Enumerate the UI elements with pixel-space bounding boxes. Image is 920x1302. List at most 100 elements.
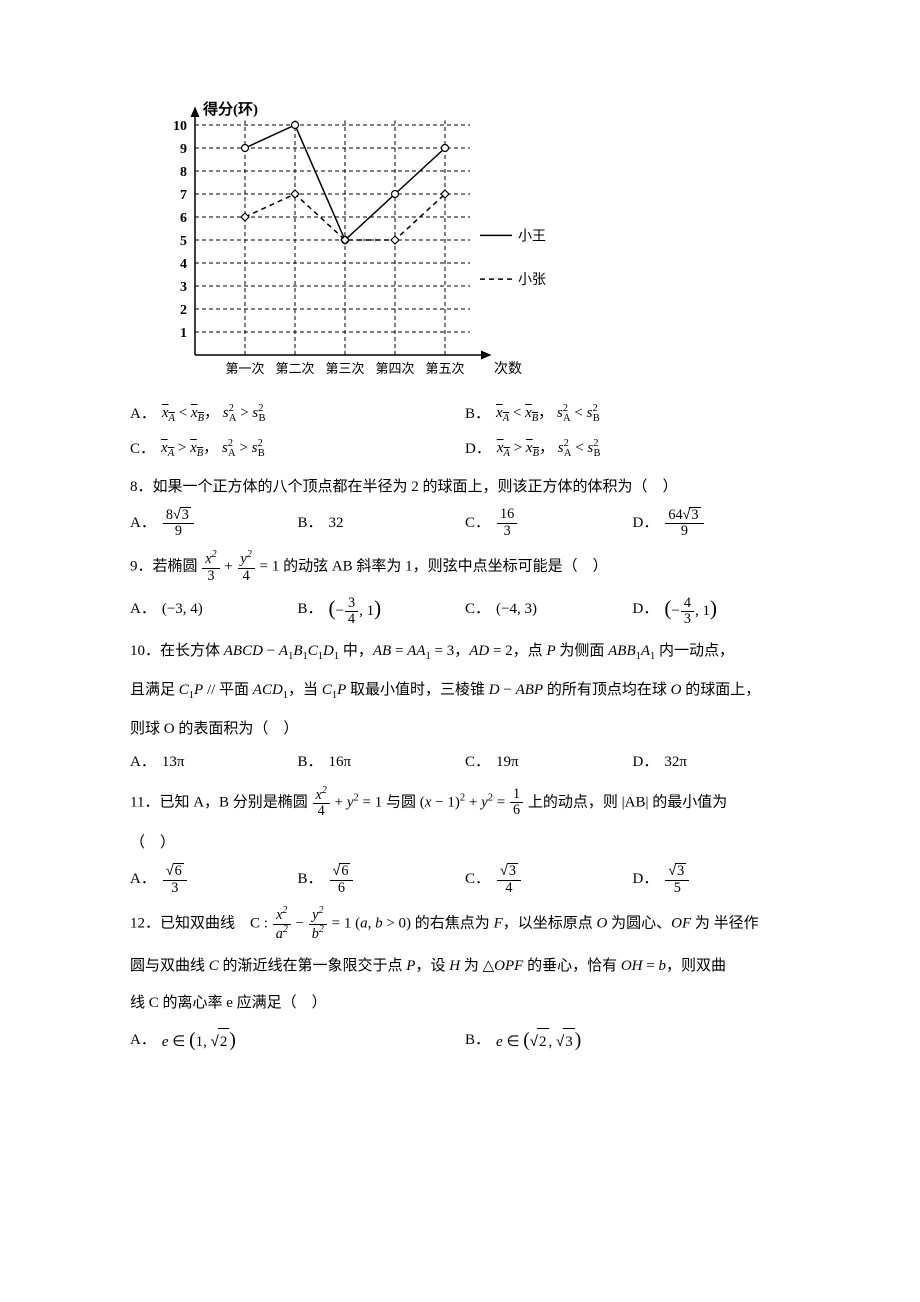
opt-label: B．: [298, 510, 323, 537]
q8-options: A． 8√39 B． 32 C． 163 D． 64√39: [130, 507, 800, 540]
opt-label: A．: [130, 866, 156, 893]
q10-opt-B: B．16π: [298, 749, 466, 776]
svg-text:第一次: 第一次: [225, 361, 264, 376]
q12-options: A． e ∈ (1, √2) B． e ∈ (√2, √3): [130, 1023, 800, 1058]
q9-ellipse-x: x23: [202, 550, 219, 584]
opt-label: D．: [465, 436, 491, 463]
opt-label: A．: [130, 749, 156, 776]
q9-C-val: (−4, 3): [496, 596, 537, 623]
svg-text:2: 2: [180, 303, 187, 318]
q9-A-val: (−3, 4): [162, 596, 203, 623]
q11-opt-D: D． √35: [633, 863, 801, 896]
q7-B-math: xA < xB， s2A < s2B: [496, 400, 600, 429]
q7-row2: C． xA > xB， s2A > s2B D． xA > xB， s2A < …: [130, 435, 800, 464]
svg-text:3: 3: [180, 280, 187, 295]
q9-suffix: 的动弦 AB 斜率为 1，则弦中点坐标可能是（ ）: [283, 559, 608, 575]
svg-text:7: 7: [180, 188, 187, 203]
q10-C: 19π: [496, 749, 519, 776]
q11-ellipse: x24: [313, 786, 330, 820]
q9-opt-A: A． (−3, 4): [130, 590, 298, 628]
svg-text:小王: 小王: [518, 228, 546, 244]
q7-C-math: xA > xB， s2A > s2B: [161, 435, 265, 464]
q12-hx: x2a2: [273, 906, 291, 942]
q12-opt-A: A． e ∈ (1, √2): [130, 1023, 465, 1058]
q12-suffix: (a, b > 0) 的右焦点为 F，以坐标原点 O 为圆心、OF 为 半径作: [355, 916, 759, 932]
q9-D-val: (−43, 1): [664, 590, 717, 628]
q9-opt-D: D． (−43, 1): [633, 590, 801, 628]
svg-text:第五次: 第五次: [425, 361, 464, 376]
q9-opt-B: B． (−34, 1): [298, 590, 466, 628]
q8-C-frac: 163: [497, 507, 517, 539]
opt-label: B．: [465, 401, 490, 428]
q8-D-frac: 64√39: [665, 507, 703, 540]
chart-svg: 12345678910第一次第二次第三次第四次第五次得分(环)次数小王小张: [150, 100, 570, 390]
q8-A-frac: 8√39: [163, 507, 194, 540]
q8-text: 8．如果一个正方体的八个顶点都在半径为 2 的球面上，则该正方体的体积为（ ）: [130, 474, 800, 501]
q9-B-val: (−34, 1): [329, 590, 382, 628]
opt-label: D．: [633, 510, 659, 537]
q12-line3: 线 C 的离心率 e 应满足（ ）: [130, 990, 800, 1017]
q10-opt-A: A． 13π: [130, 749, 298, 776]
opt-label: B．: [465, 1027, 490, 1054]
q9-prefix: 9．若椭圆: [130, 559, 198, 575]
opt-label: D．: [633, 596, 659, 623]
opt-label: C．: [465, 510, 490, 537]
q11-options: A． √63 B． √66 C． √34 D． √35: [130, 863, 800, 896]
q11-suffix: 上的动点，则 |AB| 的最小值为: [528, 794, 727, 810]
q7-D-math: xA > xB， s2A < s2B: [497, 435, 601, 464]
q10-line3: 则球 O 的表面积为（ ）: [130, 716, 800, 743]
opt-label: D．: [633, 866, 659, 893]
q9-opt-C: C． (−4, 3): [465, 590, 633, 628]
opt-label: A．: [130, 401, 156, 428]
q12-opt-B: B． e ∈ (√2, √3): [465, 1023, 800, 1058]
q11-A: √63: [163, 863, 187, 896]
opt-label: C．: [130, 436, 155, 463]
q7-opt-D: D． xA > xB， s2A < s2B: [465, 435, 800, 464]
svg-text:第四次: 第四次: [375, 361, 414, 376]
q7-opt-B: B． xA < xB， s2A < s2B: [465, 400, 800, 429]
svg-text:第二次: 第二次: [275, 361, 314, 376]
svg-text:6: 6: [180, 211, 187, 226]
q12-B: e ∈ (√2, √3): [496, 1023, 581, 1058]
q10-A: 13π: [162, 749, 185, 776]
score-chart: 12345678910第一次第二次第三次第四次第五次得分(环)次数小王小张: [150, 100, 800, 390]
q11-mid: 与圆: [386, 794, 416, 810]
opt-label: C．: [465, 749, 490, 776]
q10-opt-D: D．32π: [633, 749, 801, 776]
q10-line1: 10．在长方体 ABCD − A1B1C1D1 中，AB = AA1 = 3，A…: [130, 638, 800, 667]
q9-ellipse-y: y24: [238, 550, 255, 584]
q12-prefix: 12．已知双曲线 C :: [130, 916, 268, 932]
opt-label: D．: [633, 749, 659, 776]
q12-line1: 12．已知双曲线 C : x2a2 − y2b2 = 1 (a, b > 0) …: [130, 906, 800, 942]
opt-label: C．: [465, 596, 490, 623]
opt-label: B．: [298, 866, 323, 893]
opt-label: B．: [298, 596, 323, 623]
q12-line2: 圆与双曲线 C 的渐近线在第一象限交于点 P，设 H 为 △OPF 的垂心，恰有…: [130, 952, 800, 980]
q11-opt-B: B． √66: [298, 863, 466, 896]
opt-label: A．: [130, 1027, 156, 1054]
q10-opt-C: C． 19π: [465, 749, 633, 776]
svg-text:8: 8: [180, 165, 187, 180]
opt-label: A．: [130, 510, 156, 537]
q8-opt-D: D． 64√39: [633, 507, 801, 540]
q7-opt-C: C． xA > xB， s2A > s2B: [130, 435, 465, 464]
q10-options: A． 13π B．16π C． 19π D．32π: [130, 749, 800, 776]
svg-text:得分(环): 得分(环): [202, 100, 258, 118]
opt-label: C．: [465, 866, 490, 893]
opt-label: B．: [298, 749, 323, 776]
q8-opt-C: C． 163: [465, 507, 633, 540]
q7-opt-A: A． xA < xB， s2A > s2B: [130, 400, 465, 429]
opt-label: A．: [130, 596, 156, 623]
q11-B: √66: [330, 863, 354, 896]
q8-B-val: 32: [329, 510, 344, 537]
svg-text:5: 5: [180, 234, 187, 249]
svg-text:第三次: 第三次: [325, 361, 364, 376]
q12-hy: y2b2: [309, 906, 327, 942]
svg-text:9: 9: [180, 142, 187, 157]
q11-blank: （ ）: [130, 830, 800, 857]
q7-A-math: xA < xB， s2A > s2B: [162, 400, 266, 429]
q7-row1: A． xA < xB， s2A > s2B B． xA < xB， s2A < …: [130, 400, 800, 429]
svg-text:4: 4: [180, 257, 187, 272]
q8-opt-A: A． 8√39: [130, 507, 298, 540]
q9-options: A． (−3, 4) B． (−34, 1) C． (−4, 3) D． (−4…: [130, 590, 800, 628]
